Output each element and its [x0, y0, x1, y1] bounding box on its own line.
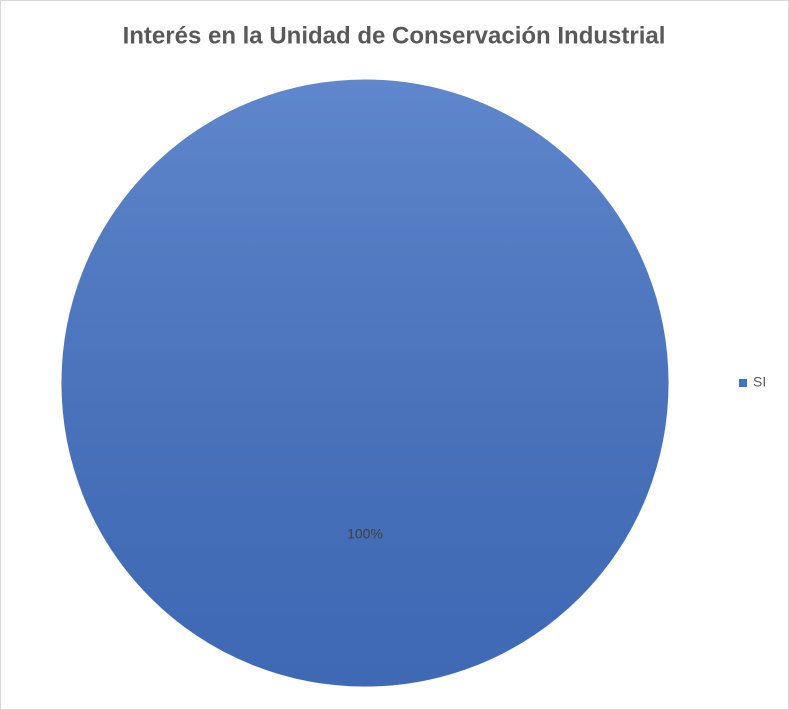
legend-swatch: [739, 379, 747, 387]
chart-title: Interés en la Unidad de Conservación Ind…: [123, 22, 666, 49]
legend-label: SI: [753, 374, 766, 390]
data-label: 100%: [347, 526, 383, 542]
pie-slice: [60, 78, 670, 688]
